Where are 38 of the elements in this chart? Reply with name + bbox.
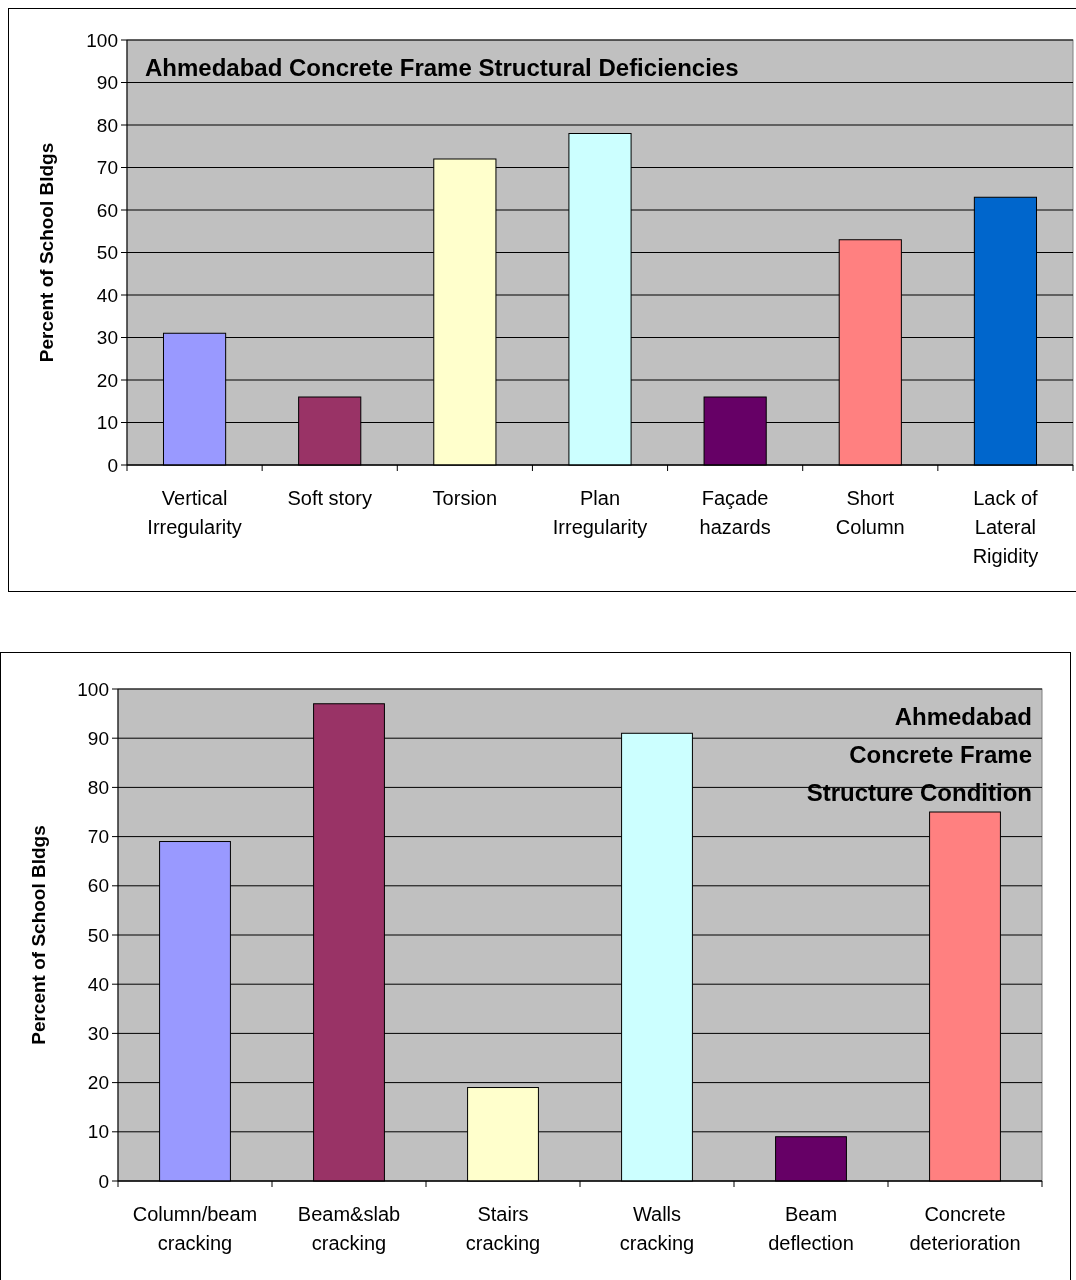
x-tick-label: Vertical Irregularity <box>147 487 242 538</box>
y-tick-label: 0 <box>98 1170 109 1192</box>
y-tick-label: 100 <box>86 29 118 51</box>
x-tick-label: Façade hazards <box>699 487 771 538</box>
y-tick-label: 60 <box>87 875 109 897</box>
y-tick-label: 80 <box>96 114 118 136</box>
x-tick-label: Torsion <box>432 487 498 509</box>
y-axis-title: Percent of School Bldgs <box>36 142 57 363</box>
y-tick-label: 10 <box>96 412 118 434</box>
y-tick-label: 0 <box>107 454 118 476</box>
x-tick-label: Short Column <box>835 487 905 538</box>
x-tick-label: Plan Irregularity <box>552 487 648 538</box>
y-tick-label: 40 <box>87 973 109 995</box>
x-tick-label: Beam&slab cracking <box>297 1203 401 1254</box>
y-tick-label: 20 <box>87 1072 109 1094</box>
y-tick-label: 90 <box>96 72 118 94</box>
x-tick-label: Lack of Lateral Rigidity <box>972 487 1039 567</box>
y-tick-label: 30 <box>87 1023 109 1045</box>
y-tick-label: 30 <box>96 327 118 349</box>
text: Ahmedabad Concrete Frame Structural Deficiencies <box>145 54 739 81</box>
x-tick-label: Soft story <box>287 487 372 509</box>
y-tick-label: 90 <box>87 727 109 749</box>
y-tick-label: 20 <box>96 369 118 391</box>
y-tick-label: 50 <box>96 242 118 264</box>
x-tick-label: Concrete deterioration <box>909 1203 1021 1254</box>
y-axis-title: Percent of School Bldgs <box>28 825 49 1045</box>
y-tick-label: 40 <box>96 284 118 306</box>
y-tick-label: 70 <box>87 826 109 848</box>
y-tick-label: 80 <box>87 777 109 799</box>
x-tick-label: Walls cracking <box>619 1203 695 1254</box>
y-tick-label: 70 <box>96 157 118 179</box>
y-tick-label: 10 <box>87 1121 109 1143</box>
y-tick-label: 50 <box>87 924 109 946</box>
x-tick-label: Beam deflection <box>768 1203 854 1254</box>
x-tick-label: Column/beam cracking <box>132 1203 258 1254</box>
y-tick-label: 100 <box>77 678 109 700</box>
x-tick-label: Stairs cracking <box>465 1203 541 1254</box>
y-tick-label: 60 <box>96 199 118 221</box>
